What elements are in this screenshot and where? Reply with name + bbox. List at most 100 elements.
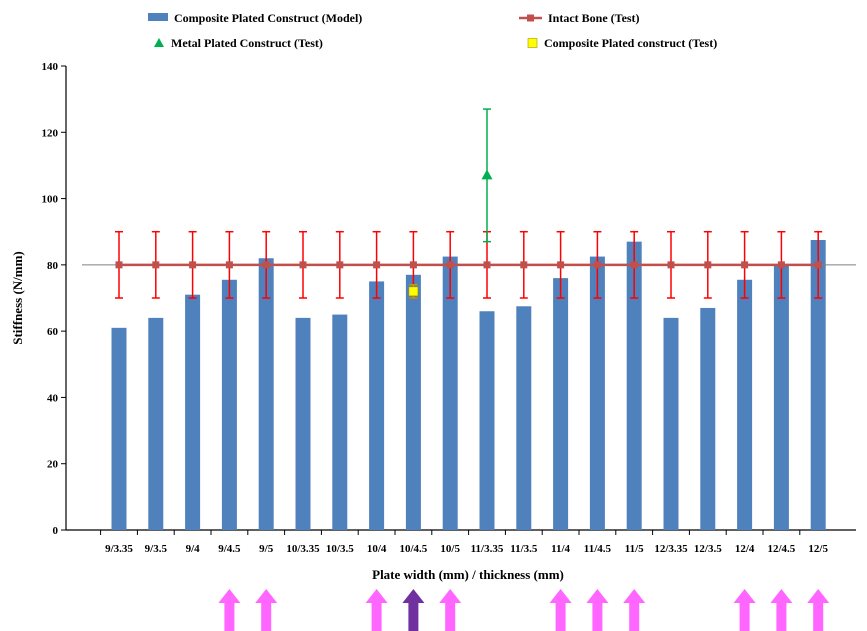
x-tick-label: 11/4.5 [584,543,612,555]
up-arrow-marker [733,589,756,631]
intact-bone-marker [520,261,528,269]
x-tick-label: 10/3.35 [286,543,320,555]
bar [405,274,421,530]
bar [810,240,826,530]
y-tick-label: 80 [47,260,59,272]
legend-label: Composite Plated construct (Test) [544,36,717,50]
arrow-markers [218,589,830,631]
x-axis: 9/3.35 9/3.5 9/4 9/4.5 9/5 10/3.35 10/3.5 10/4 1… [66,529,856,555]
bar [258,258,274,530]
bar [148,317,164,530]
intact-bone-marker [409,261,417,269]
legend-item: Composite Plated Construct (Model) [148,11,362,25]
bar-series [111,240,826,530]
x-tick-label: 12/3.5 [694,543,722,555]
y-axis: 0 20 40 60 80 100 120 140 [42,61,67,537]
bar [553,278,569,530]
up-arrow-marker [549,589,572,631]
up-arrow-marker [402,589,425,631]
intact-bone-marker [483,261,491,269]
intact-bone-marker [667,261,675,269]
intact-bone-marker [373,261,381,269]
legend: Composite Plated Construct (Model) Intact… [148,11,717,50]
up-arrow-marker [255,589,278,631]
x-tick-label: 12/4.5 [767,543,795,555]
y-tick-label: 120 [42,127,59,139]
up-arrow-marker [365,589,388,631]
legend-label: Composite Plated Construct (Model) [174,11,362,25]
bar [663,317,679,530]
composite-plated-test-point [408,286,419,297]
x-tick-label: 9/4.5 [218,543,241,555]
x-axis-title: Plate width (mm) / thickness (mm) [372,567,564,582]
y-tick-label: 60 [47,326,59,338]
test-point-series [408,108,493,299]
legend-swatch [527,38,538,48]
intact-bone-marker [189,261,197,269]
intact-bone-marker [557,261,565,269]
intact-bone-marker [152,261,160,269]
x-tick-label: 12/3.35 [654,543,688,555]
intact-bone-marker [741,261,749,269]
bar [295,317,311,530]
bar [369,281,385,530]
y-tick-label: 0 [53,525,59,537]
bar [700,307,716,530]
x-tick-label: 9/5 [259,543,274,555]
intact-bone-marker [446,261,454,269]
bar [626,241,642,530]
bar [589,256,605,530]
x-tick-label: 10/4.5 [399,543,427,555]
legend-label: Metal Plated Construct (Test) [171,36,323,50]
x-tick-label: 10/5 [440,543,460,555]
intact-bone-series [82,230,856,299]
intact-bone-marker [814,261,822,269]
y-axis-title: Stiffness (N/mm) [10,251,25,345]
legend-item: Composite Plated construct (Test) [527,36,717,50]
up-arrow-marker [586,589,609,631]
intact-bone-marker [630,261,638,269]
up-arrow-marker [807,589,830,631]
x-tick-label: 11/4 [551,543,570,555]
up-arrow-marker [623,589,646,631]
x-tick-label: 9/3.35 [105,543,133,555]
intact-bone-marker [299,261,307,269]
x-tick-label: 11/3.5 [510,543,538,555]
x-tick-label: 10/4 [367,543,387,555]
legend-swatch [148,13,168,21]
x-tick-label: 9/3.5 [145,543,168,555]
bar [516,306,532,530]
up-arrow-marker [439,589,462,631]
x-tick-label: 11/3.35 [471,543,504,555]
legend-swatch [154,38,164,47]
bar [479,311,495,530]
y-tick-label: 40 [47,392,59,404]
bar [442,256,458,530]
intact-bone-marker [704,261,712,269]
bar [332,314,348,530]
intact-bone-marker [115,261,123,269]
bar [111,327,127,530]
legend-item: Metal Plated Construct (Test) [154,36,323,50]
bar [221,279,237,530]
x-tick-label: 12/5 [808,543,828,555]
bar [773,264,789,530]
intact-bone-marker [225,261,233,269]
x-tick-label: 11/5 [625,543,644,555]
legend-item: Intact Bone (Test) [519,11,640,25]
intact-bone-marker [593,261,601,269]
intact-bone-marker [336,261,344,269]
y-tick-label: 100 [42,194,59,206]
legend-label: Intact Bone (Test) [548,11,640,25]
intact-bone-marker [262,261,270,269]
x-tick-label: 9/4 [186,543,201,555]
bar [737,279,753,530]
y-tick-label: 140 [42,61,59,73]
bar [185,294,201,530]
metal-plated-test-point [481,169,493,180]
up-arrow-marker [218,589,241,631]
x-tick-label: 12/4 [735,543,755,555]
x-tick-label: 10/3.5 [326,543,354,555]
up-arrow-marker [770,589,793,631]
